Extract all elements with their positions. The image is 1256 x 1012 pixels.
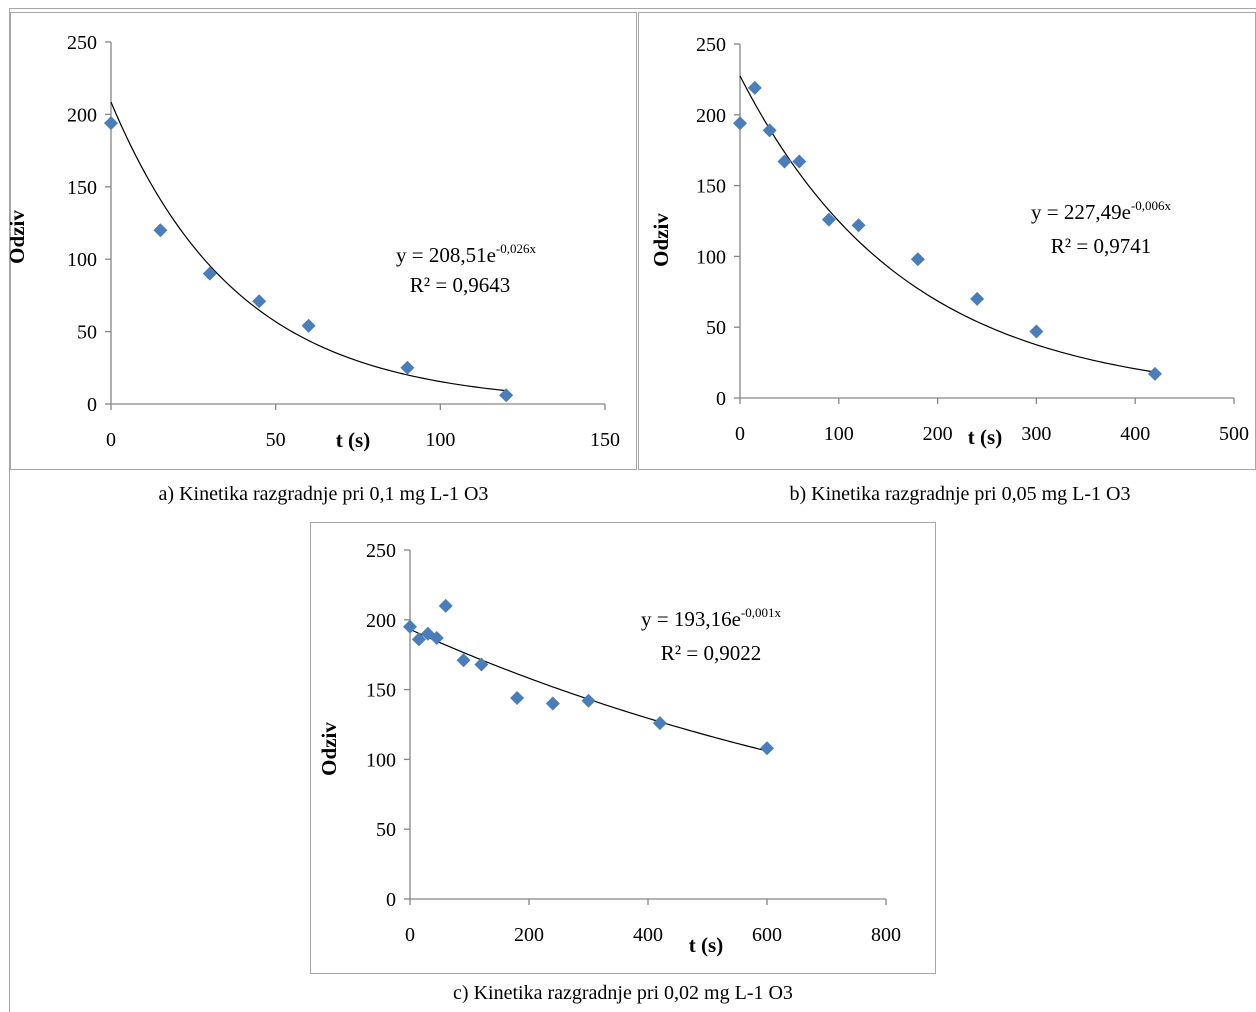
chart-a-caption: a) Kinetika razgradnje pri 0,1 mg L-1 O3 — [158, 483, 489, 505]
chart-b-y-tick-label: 200 — [696, 105, 726, 127]
chart-a: 0 50 100 150 200 250 0 50 100 150 Odziv t (s) y = 20… — [10, 32, 620, 452]
chart-c-data-point — [438, 598, 453, 613]
chart-c-y-tick-label: 50 — [376, 819, 396, 841]
chart-b-x-tick-label: 200 — [923, 423, 953, 445]
chart-a-y-tick-label: 50 — [77, 322, 97, 344]
chart-c-data-point — [474, 657, 489, 672]
chart-b-caption: b) Kinetika razgradnje pri 0,05 mg L-1 O… — [789, 483, 1131, 505]
chart-c-y-axis-title: Odziv — [317, 722, 341, 776]
chart-c-y-tick-label: 200 — [366, 610, 396, 632]
chart-a-r-squared: R² = 0,9643 — [410, 273, 510, 297]
chart-a-data-point — [499, 388, 514, 403]
chart-b-y-axis-title: Odziv — [649, 213, 673, 267]
chart-a-y-axis-title: Odziv — [10, 210, 29, 264]
chart-b-data-point — [792, 154, 807, 169]
chart-b-data-point — [777, 154, 792, 169]
chart-b-x-tick-label: 100 — [824, 423, 854, 445]
panel-a-frame — [10, 12, 637, 470]
chart-c-y-tick-label: 0 — [386, 889, 396, 911]
chart-a-data-point — [153, 223, 168, 238]
chart-b-y-tick-label: 250 — [696, 34, 726, 56]
chart-c-trendline-equation: y = 193,16e-0,001x — [641, 605, 782, 631]
chart-b-x-tick-label: 400 — [1120, 423, 1150, 445]
chart-c-data-point — [510, 690, 525, 705]
chart-b-y-tick-label: 0 — [716, 388, 726, 410]
chart-b-x-tick-label: 0 — [735, 423, 745, 445]
chart-b-y-tick-label: 50 — [706, 317, 726, 339]
chart-a-data-point — [400, 360, 415, 375]
chart-c-caption: c) Kinetika razgradnje pri 0,02 mg L-1 O… — [453, 982, 793, 1004]
chart-b-data-point — [821, 212, 836, 227]
chart-a-y-tick-label: 150 — [67, 177, 97, 199]
chart-c-y-tick-label: 150 — [366, 680, 396, 702]
chart-b-data-point — [1029, 324, 1044, 339]
chart-c: 0 50 100 150 200 250 0 200 400 600 800 Odziv t (s) y … — [317, 540, 901, 957]
chart-a-x-axis-title: t (s) — [336, 428, 370, 452]
chart-c-data-point — [581, 693, 596, 708]
chart-b: 0 50 100 150 200 250 0 100 200 300 400 500 Odziv t (s… — [649, 34, 1249, 449]
chart-c-r-squared: R² = 0,9022 — [661, 641, 761, 665]
chart-a-data-point — [252, 294, 267, 309]
chart-c-data-point — [652, 716, 667, 731]
chart-b-trendline — [739, 75, 1156, 373]
chart-a-x-tick-label: 100 — [425, 429, 455, 451]
chart-a-y-tick-label: 0 — [87, 394, 97, 416]
chart-a-trendline — [110, 101, 507, 392]
chart-c-data-point — [456, 653, 471, 668]
figure-frame — [9, 8, 1256, 1012]
chart-a-x-tick-label: 150 — [590, 429, 620, 451]
chart-a-data-point — [202, 266, 217, 281]
chart-a-y-tick-label: 250 — [67, 32, 97, 54]
chart-b-data-point — [747, 80, 762, 95]
chart-b-x-tick-label: 300 — [1021, 423, 1051, 445]
chart-a-data-point — [104, 116, 118, 131]
chart-b-x-tick-label: 500 — [1219, 423, 1249, 445]
chart-b-data-point — [970, 291, 985, 306]
panel-b-frame — [638, 12, 1256, 470]
chart-c-data-point — [403, 619, 417, 634]
chart-b-r-squared: R² = 0,9741 — [1051, 234, 1151, 258]
chart-c-x-tick-label: 600 — [752, 924, 782, 946]
chart-a-x-tick-label: 50 — [266, 429, 286, 451]
chart-b-y-tick-label: 150 — [696, 176, 726, 198]
chart-b-trendline-equation: y = 227,49e-0,006x — [1031, 198, 1172, 224]
chart-c-y-tick-label: 100 — [366, 749, 396, 771]
chart-c-x-tick-label: 800 — [871, 924, 901, 946]
chart-c-data-point — [545, 696, 560, 711]
chart-c-x-tick-label: 0 — [405, 924, 415, 946]
chart-b-data-point — [1147, 366, 1162, 381]
chart-b-data-point — [762, 123, 777, 138]
chart-b-x-axis-title: t (s) — [968, 425, 1002, 449]
chart-c-x-tick-label: 200 — [514, 924, 544, 946]
chart-c-data-point — [411, 632, 426, 647]
chart-a-trendline-equation: y = 208,51e-0,026x — [396, 241, 537, 267]
chart-c-data-point — [429, 630, 444, 645]
chart-a-data-point — [301, 318, 316, 333]
chart-c-x-tick-label: 400 — [633, 924, 663, 946]
chart-c-x-axis-title: t (s) — [689, 933, 723, 957]
chart-c-data-point — [760, 741, 774, 756]
chart-a-y-tick-label: 100 — [67, 249, 97, 271]
chart-c-y-tick-label: 250 — [366, 540, 396, 562]
chart-c-data-point — [420, 626, 435, 641]
chart-b-data-point — [910, 252, 925, 267]
chart-b-data-point — [851, 218, 866, 233]
chart-b-data-point — [733, 116, 747, 131]
chart-a-y-tick-label: 200 — [67, 104, 97, 126]
chart-b-y-tick-label: 100 — [696, 246, 726, 268]
chart-a-x-tick-label: 0 — [106, 429, 116, 451]
